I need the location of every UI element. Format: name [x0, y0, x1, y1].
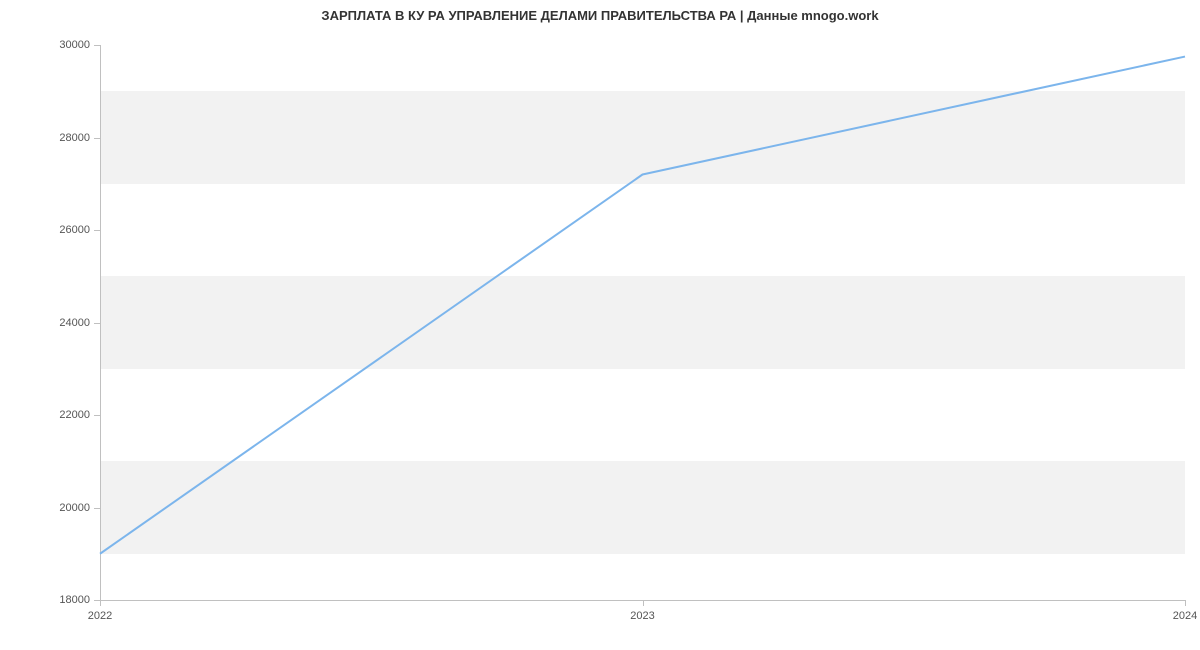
y-tick-label: 20000	[59, 502, 90, 514]
chart-title: ЗАРПЛАТА В КУ РА УПРАВЛЕНИЕ ДЕЛАМИ ПРАВИ…	[0, 8, 1200, 23]
line-series	[100, 45, 1185, 600]
y-tick-label: 18000	[59, 594, 90, 606]
plot-area: 1800020000220002400026000280003000020222…	[100, 45, 1185, 600]
y-tick-label: 22000	[59, 409, 90, 421]
x-tick	[1185, 600, 1186, 606]
x-tick	[643, 600, 644, 606]
x-tick-label: 2024	[1173, 610, 1197, 622]
x-tick	[100, 600, 101, 606]
x-tick-label: 2022	[88, 610, 112, 622]
y-tick-label: 24000	[59, 317, 90, 329]
y-tick-label: 28000	[59, 132, 90, 144]
x-tick-label: 2023	[630, 610, 654, 622]
y-tick-label: 26000	[59, 224, 90, 236]
salary-chart: ЗАРПЛАТА В КУ РА УПРАВЛЕНИЕ ДЕЛАМИ ПРАВИ…	[0, 0, 1200, 650]
y-tick-label: 30000	[59, 39, 90, 51]
